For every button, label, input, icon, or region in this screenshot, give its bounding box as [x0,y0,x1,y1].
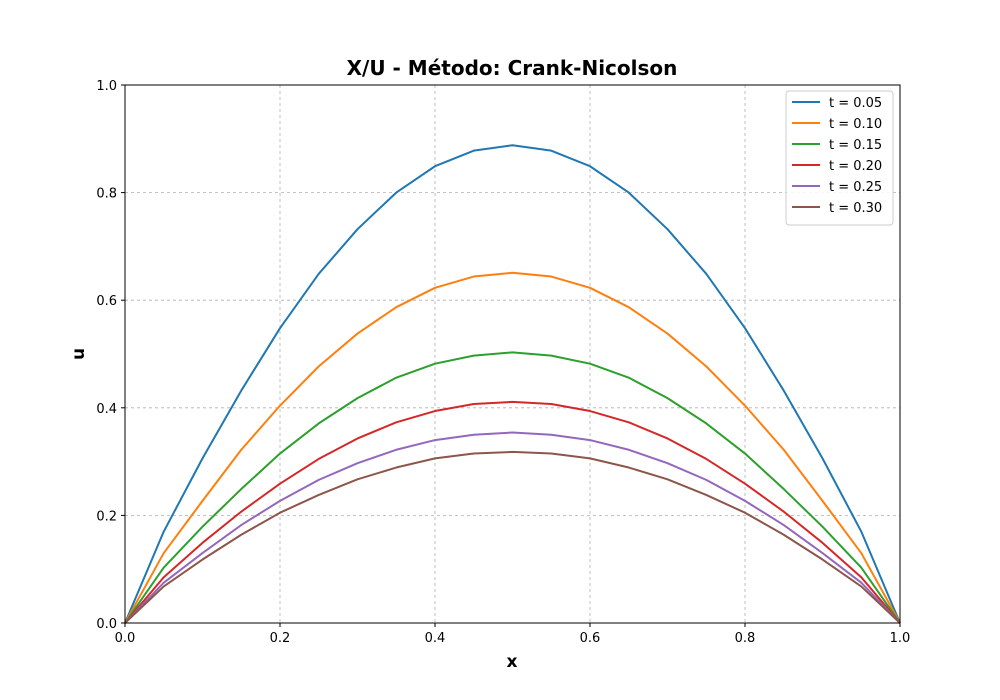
legend-box [785,90,894,226]
legend-label: t = 0.25 [829,180,882,195]
series-line-5 [124,431,901,624]
x-tick-label: 0.4 [425,631,446,646]
x-tick-label: 0.2 [270,631,291,646]
y-tick-label: 0.8 [96,187,117,202]
y-tick-label: 0.6 [96,294,117,309]
y-tick-label: 1.0 [96,79,117,94]
legend-label: t = 0.15 [829,138,882,153]
axis-ticks: 0.0 0.2 0.4 0.6 0.8 1.0 0.0 0.2 0.4 0.6 0.8 1.0 [96,79,910,646]
x-tick-label: 0.0 [115,631,136,646]
legend-label: t = 0.05 [829,96,882,111]
x-axis-label: x [507,652,518,672]
chart-title: X/U - Método: Crank-Nicolson [347,56,678,80]
series-line-6 [124,450,901,624]
series-line-3 [124,351,901,624]
y-tick-label: 0.0 [96,617,117,632]
grid [125,85,900,623]
series-line-1 [124,144,901,624]
series-lines [124,144,901,624]
plot-frame [124,84,901,624]
y-tick-label: 0.4 [96,402,117,417]
y-tick-label: 0.2 [96,509,117,524]
legend: t = 0.05 t = 0.10 t = 0.15 t = 0.20 t = 0.25… [785,90,894,226]
legend-label: t = 0.20 [829,159,882,174]
legend-label: t = 0.10 [829,117,882,132]
series-line-4 [124,400,901,624]
y-axis-label: u [69,348,89,360]
x-tick-label: 1.0 [890,631,911,646]
legend-label: t = 0.30 [829,201,882,216]
x-tick-label: 0.6 [580,631,601,646]
series-line-2 [124,271,901,624]
x-tick-label: 0.8 [735,631,756,646]
